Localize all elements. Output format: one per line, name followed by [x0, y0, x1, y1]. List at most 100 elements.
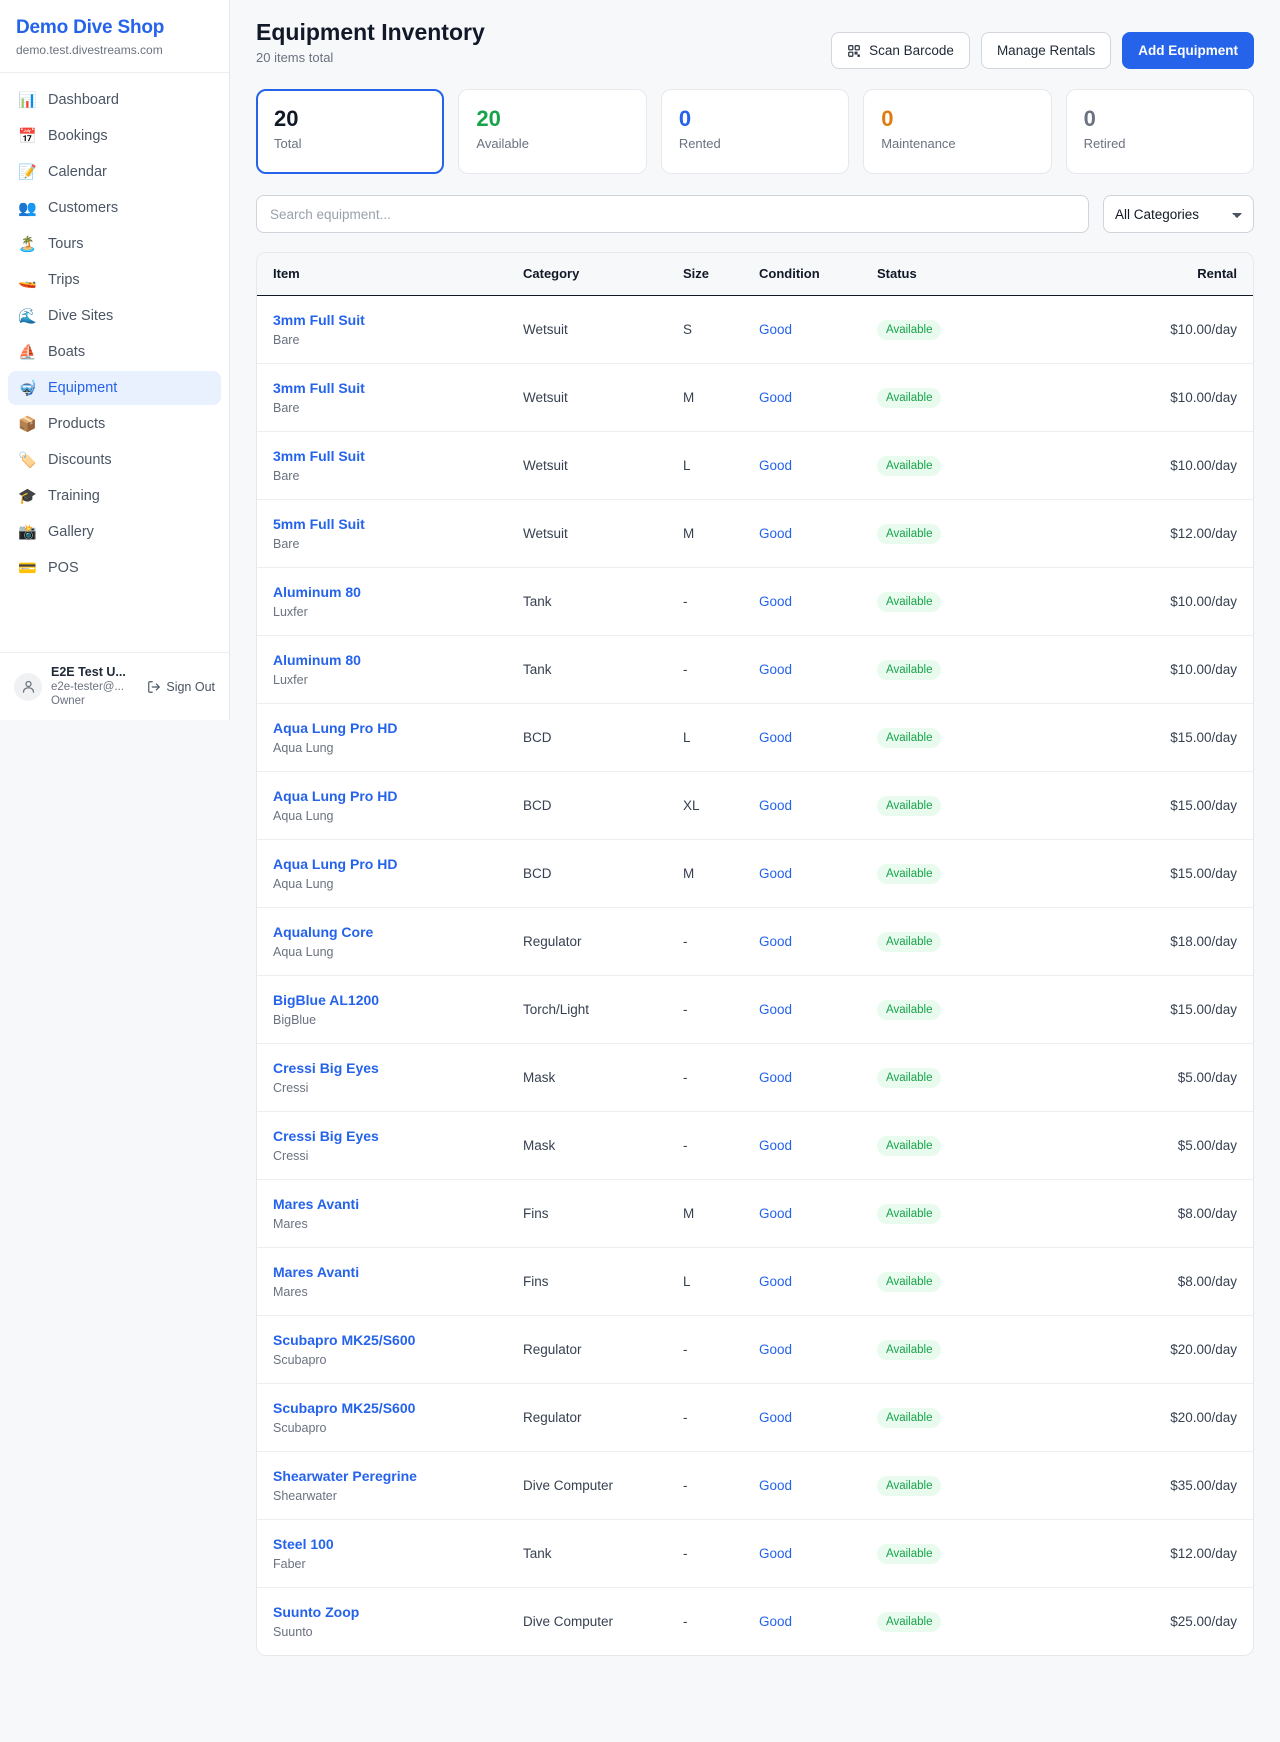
brand-domain: demo.test.divestreams.com	[16, 43, 163, 57]
condition-link[interactable]: Good	[759, 934, 793, 949]
stat-card-maintenance[interactable]: 0 Maintenance	[863, 89, 1052, 174]
table-row[interactable]: Mares Avanti Mares Fins M Good Available $8.00…	[257, 1179, 1253, 1248]
table-row[interactable]: 3mm Full Suit Bare Wetsuit S Good Available $1…	[257, 295, 1253, 364]
item-name-link[interactable]: Aqualung Core	[273, 924, 374, 940]
sidebar-item-products[interactable]: 📦 Products	[8, 407, 221, 441]
stat-card-retired[interactable]: 0 Retired	[1065, 89, 1255, 174]
sidebar-item-discounts[interactable]: 🏷️ Discounts	[8, 443, 221, 477]
condition-link[interactable]: Good	[759, 594, 793, 609]
item-name-link[interactable]: Aqua Lung Pro HD	[273, 788, 398, 804]
item-name-link[interactable]: Cressi Big Eyes	[273, 1060, 379, 1076]
sidebar-item-dive-sites[interactable]: 🌊 Dive Sites	[8, 299, 221, 333]
condition-link[interactable]: Good	[759, 798, 793, 813]
cell-rental: $15.00/day	[979, 703, 1253, 772]
item-name-link[interactable]: Mares Avanti	[273, 1196, 360, 1212]
condition-link[interactable]: Good	[759, 662, 793, 677]
condition-link[interactable]: Good	[759, 322, 793, 337]
table-row[interactable]: BigBlue AL1200 BigBlue Torch/Light - Good Ava…	[257, 975, 1253, 1044]
add-equipment-button[interactable]: Add Equipment	[1122, 32, 1254, 69]
sidebar-item-equipment[interactable]: 🤿 Equipment	[8, 371, 221, 405]
table-row[interactable]: Scubapro MK25/S600 Scubapro Regulator - Good…	[257, 1315, 1253, 1384]
condition-link[interactable]: Good	[759, 1274, 793, 1289]
sidebar-item-pos[interactable]: 💳 POS	[8, 551, 221, 585]
table-row[interactable]: 3mm Full Suit Bare Wetsuit M Good Available $1…	[257, 363, 1253, 432]
condition-link[interactable]: Good	[759, 730, 793, 745]
column-header-condition[interactable]: Condition	[743, 253, 861, 296]
stat-card-rented[interactable]: 0 Rented	[660, 89, 850, 174]
sidebar-item-customers[interactable]: 👥 Customers	[8, 191, 221, 225]
item-name-link[interactable]: Aluminum 80	[273, 652, 361, 668]
scan-barcode-button[interactable]: Scan Barcode	[831, 32, 970, 69]
condition-link[interactable]: Good	[759, 1614, 793, 1629]
condition-link[interactable]: Good	[759, 1002, 793, 1017]
condition-link[interactable]: Good	[759, 526, 793, 541]
table-row[interactable]: Aqua Lung Pro HD Aqua Lung BCD L Good Availab…	[257, 703, 1253, 772]
item-name-link[interactable]: Steel 100	[273, 1536, 334, 1552]
sidebar-item-bookings[interactable]: 📅 Bookings	[8, 119, 221, 153]
item-name-link[interactable]: 3mm Full Suit	[273, 448, 365, 464]
item-name-link[interactable]: Scubapro MK25/S600	[273, 1400, 416, 1416]
item-name-link[interactable]: Cressi Big Eyes	[273, 1128, 379, 1144]
column-header-status[interactable]: Status	[861, 253, 979, 296]
table-row[interactable]: Shearwater Peregrine Shearwater Dive Compu…	[257, 1451, 1253, 1520]
condition-link[interactable]: Good	[759, 1206, 793, 1221]
sign-out-button[interactable]: Sign Out	[147, 680, 215, 694]
table-row[interactable]: Cressi Big Eyes Cressi Mask - Good Available $…	[257, 1111, 1253, 1180]
status-badge: Available	[877, 659, 942, 680]
table-row[interactable]: 3mm Full Suit Bare Wetsuit L Good Available $1…	[257, 431, 1253, 500]
cell-category: BCD	[507, 839, 667, 908]
sidebar-item-trips[interactable]: 🚤 Trips	[8, 263, 221, 297]
sidebar-item-calendar[interactable]: 📝 Calendar	[8, 155, 221, 189]
stat-card-total[interactable]: 20 Total	[256, 89, 445, 174]
table-row[interactable]: Aqualung Core Aqua Lung Regulator - Good Avai…	[257, 907, 1253, 976]
table-row[interactable]: Mares Avanti Mares Fins L Good Available $8.00…	[257, 1247, 1253, 1316]
cell-rental: $15.00/day	[979, 771, 1253, 840]
item-name-link[interactable]: BigBlue AL1200	[273, 992, 380, 1008]
item-brand: Bare	[273, 333, 300, 347]
sidebar-item-gallery[interactable]: 📸 Gallery	[8, 515, 221, 549]
brand-block[interactable]: Demo Dive Shop demo.test.divestreams.com	[0, 0, 229, 73]
condition-link[interactable]: Good	[759, 1546, 793, 1561]
condition-link[interactable]: Good	[759, 458, 793, 473]
sidebar-item-boats[interactable]: ⛵ Boats	[8, 335, 221, 369]
item-brand: Scubapro	[273, 1353, 327, 1367]
stat-card-available[interactable]: 20 Available	[458, 89, 647, 174]
sidebar-item-dashboard[interactable]: 📊 Dashboard	[8, 83, 221, 117]
sidebar-item-tours[interactable]: 🏝️ Tours	[8, 227, 221, 261]
item-name-link[interactable]: 3mm Full Suit	[273, 312, 365, 328]
table-row[interactable]: Aluminum 80 Luxfer Tank - Good Available $10.0…	[257, 567, 1253, 636]
table-row[interactable]: Aluminum 80 Luxfer Tank - Good Available $10.0…	[257, 635, 1253, 704]
search-input[interactable]	[256, 195, 1089, 233]
item-name-link[interactable]: Mares Avanti	[273, 1264, 360, 1280]
condition-link[interactable]: Good	[759, 1410, 793, 1425]
column-header-size[interactable]: Size	[667, 253, 743, 296]
condition-link[interactable]: Good	[759, 1342, 793, 1357]
column-header-item[interactable]: Item	[257, 253, 507, 296]
category-select[interactable]: All Categories	[1103, 195, 1254, 233]
item-name-link[interactable]: Scubapro MK25/S600	[273, 1332, 416, 1348]
table-row[interactable]: 5mm Full Suit Bare Wetsuit M Good Available $1…	[257, 499, 1253, 568]
condition-link[interactable]: Good	[759, 390, 793, 405]
table-row[interactable]: Suunto Zoop Suunto Dive Computer - Good Avail…	[257, 1588, 1253, 1656]
sidebar: Demo Dive Shop demo.test.divestreams.com…	[0, 0, 230, 720]
item-name-link[interactable]: Suunto Zoop	[273, 1604, 360, 1620]
manage-rentals-button[interactable]: Manage Rentals	[980, 32, 1112, 69]
condition-link[interactable]: Good	[759, 1138, 793, 1153]
column-header-category[interactable]: Category	[507, 253, 667, 296]
table-row[interactable]: Aqua Lung Pro HD Aqua Lung BCD M Good Availab…	[257, 839, 1253, 908]
condition-link[interactable]: Good	[759, 1070, 793, 1085]
sidebar-item-training[interactable]: 🎓 Training	[8, 479, 221, 513]
item-name-link[interactable]: Shearwater Peregrine	[273, 1468, 417, 1484]
table-row[interactable]: Aqua Lung Pro HD Aqua Lung BCD XL Good Availa…	[257, 771, 1253, 840]
item-name-link[interactable]: Aqua Lung Pro HD	[273, 720, 398, 736]
item-name-link[interactable]: Aluminum 80	[273, 584, 361, 600]
table-row[interactable]: Scubapro MK25/S600 Scubapro Regulator - Good…	[257, 1383, 1253, 1452]
table-row[interactable]: Steel 100 Faber Tank - Good Available $12.00/d…	[257, 1519, 1253, 1588]
condition-link[interactable]: Good	[759, 1478, 793, 1493]
item-name-link[interactable]: Aqua Lung Pro HD	[273, 856, 398, 872]
condition-link[interactable]: Good	[759, 866, 793, 881]
table-row[interactable]: Cressi Big Eyes Cressi Mask - Good Available $…	[257, 1043, 1253, 1112]
column-header-rental[interactable]: Rental	[979, 253, 1253, 296]
item-name-link[interactable]: 5mm Full Suit	[273, 516, 365, 532]
item-name-link[interactable]: 3mm Full Suit	[273, 380, 365, 396]
